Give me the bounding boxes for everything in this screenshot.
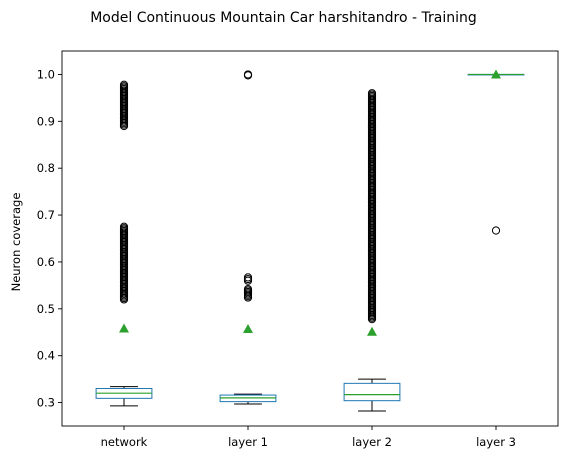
- outlier-point: [243, 273, 253, 282]
- outlier-point: [491, 226, 501, 235]
- x-tick-label: layer 1: [228, 435, 268, 449]
- y-axis-label: Neuron coverage: [9, 193, 23, 292]
- mean-marker: [491, 69, 501, 79]
- outlier-point: [243, 285, 253, 294]
- chart-title: Model Continuous Mountain Car harshitand…: [90, 10, 477, 26]
- plot-frame: [61, 50, 559, 427]
- mean-marker: [243, 323, 253, 333]
- outlier-point: [119, 222, 129, 231]
- x-tick-label: layer 3: [476, 435, 516, 449]
- y-tick-label: 0.9: [37, 114, 55, 128]
- outlier-point: [243, 70, 253, 79]
- y-tick-label: 0.3: [37, 396, 55, 410]
- plot-area: 0.3 0.4 0.5 0.6 0.7 0.8 0.9 1.0 network layer 1 la…: [37, 50, 559, 449]
- y-tick-label: 0.5: [37, 302, 55, 316]
- mean-marker: [367, 326, 377, 336]
- y-tick-label: 1.0: [37, 67, 55, 81]
- y-tick-label: 0.4: [37, 349, 55, 363]
- outlier-point: [243, 274, 253, 284]
- y-tick-label: 0.6: [37, 255, 55, 269]
- outlier-point: [367, 89, 377, 98]
- x-tick-label: layer 2: [352, 435, 392, 449]
- outlier-point: [119, 80, 129, 89]
- mean-marker: [119, 323, 129, 333]
- y-tick-label: 0.8: [37, 161, 55, 175]
- y-tick-label: 0.7: [37, 208, 55, 222]
- box: [343, 382, 401, 402]
- x-tick-label: network: [101, 435, 148, 449]
